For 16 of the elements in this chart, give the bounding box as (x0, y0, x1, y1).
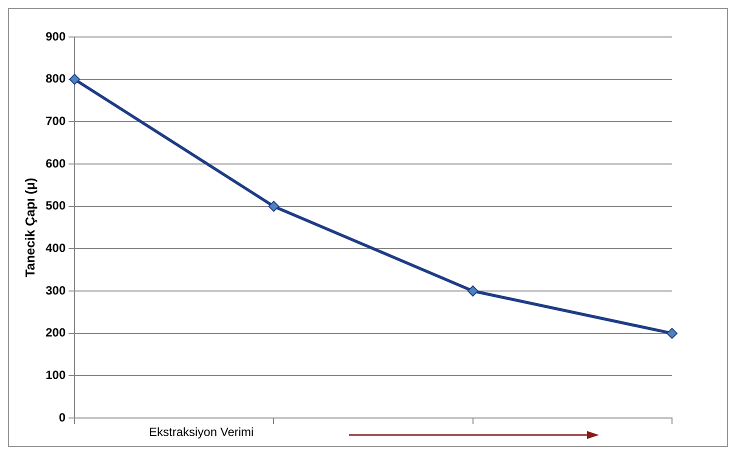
point (666, 328, 678, 339)
y-tick-label: 0 (58, 410, 66, 424)
y-tick-label: 300 (46, 283, 66, 298)
point (268, 200, 280, 212)
y-tick-label: 500 (46, 198, 66, 213)
y-tick-label: 100 (46, 368, 66, 382)
y-tick-label: 400 (46, 240, 66, 255)
y-axis-title: Tanecik Çapı (μ) (22, 178, 38, 278)
y-tick-label: 200 (46, 326, 66, 340)
y-tick-label: 900 (46, 29, 66, 44)
point (467, 286, 478, 296)
x-axis-title: Ekstraksiyon Verimi (149, 425, 254, 439)
y-tick-label: 800 (46, 72, 66, 86)
y-tick-label: 600 (46, 156, 66, 170)
y-tick-label: 700 (46, 114, 66, 128)
point (69, 74, 80, 85)
